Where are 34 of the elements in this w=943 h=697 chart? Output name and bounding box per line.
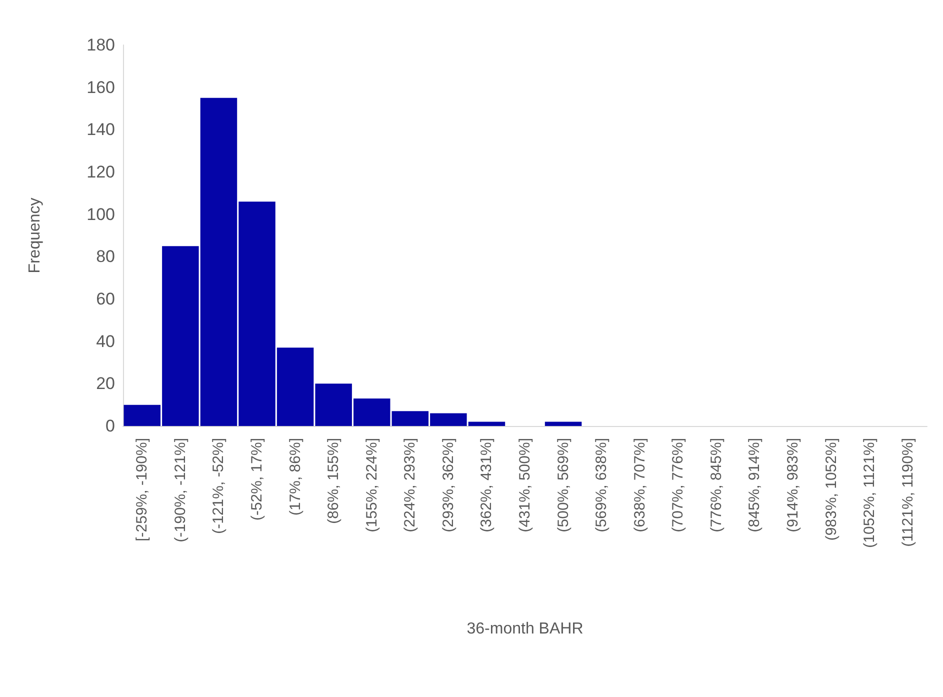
x-tick-label: (845%, 914%] bbox=[746, 438, 764, 532]
x-tick-label: (86%, 155%] bbox=[325, 438, 342, 524]
x-tick-label: (776%, 845%] bbox=[708, 438, 725, 532]
y-tick-label: 60 bbox=[96, 290, 115, 308]
x-tick-label: (-190%, -121%] bbox=[172, 438, 189, 542]
y-tick-label: 140 bbox=[86, 120, 115, 140]
x-tick-label: (638%, 707%] bbox=[631, 438, 648, 532]
y-tick-label: 20 bbox=[96, 374, 115, 394]
x-tick-label: (17%, 86%] bbox=[286, 438, 304, 516]
x-tick-label: (293%, 362%] bbox=[440, 438, 457, 532]
x-tick-label: (224%, 293%] bbox=[402, 438, 419, 532]
x-tick-label: (983%, 1052%] bbox=[822, 438, 840, 541]
x-tick-label: (431%, 500%] bbox=[516, 438, 534, 532]
x-tick-label: (362%, 431%] bbox=[478, 438, 496, 532]
x-tick-label: [-259%, -190%] bbox=[134, 438, 151, 542]
y-axis-title: Frequency bbox=[26, 198, 44, 274]
x-tick-label: (1121%, 1190%] bbox=[899, 438, 916, 547]
y-tick-label: 160 bbox=[86, 78, 115, 97]
y-tick-label: 180 bbox=[86, 36, 115, 54]
y-tick-label: 80 bbox=[96, 247, 115, 266]
x-tick-label: (569%, 638%] bbox=[593, 438, 610, 532]
y-tick-label: 120 bbox=[86, 162, 115, 182]
x-tick-label: (1052%, 1121%] bbox=[861, 438, 878, 548]
y-tick-label: 0 bbox=[106, 416, 115, 436]
bar bbox=[544, 422, 582, 426]
y-tick-label: 40 bbox=[96, 332, 115, 351]
x-tick-label: (500%, 569%] bbox=[554, 438, 572, 532]
x-tick-label: (914%, 983%] bbox=[784, 438, 802, 532]
x-axis-title: 36-month BAHR bbox=[466, 620, 584, 638]
x-tick-label: (-121%, -52%] bbox=[210, 438, 228, 534]
y-tick-label: 100 bbox=[86, 204, 115, 224]
x-tick-label: (707%, 776%] bbox=[670, 438, 687, 532]
x-tick-label: (-52%, 17%] bbox=[248, 438, 266, 521]
x-tick-label: (155%, 224%] bbox=[363, 438, 380, 532]
